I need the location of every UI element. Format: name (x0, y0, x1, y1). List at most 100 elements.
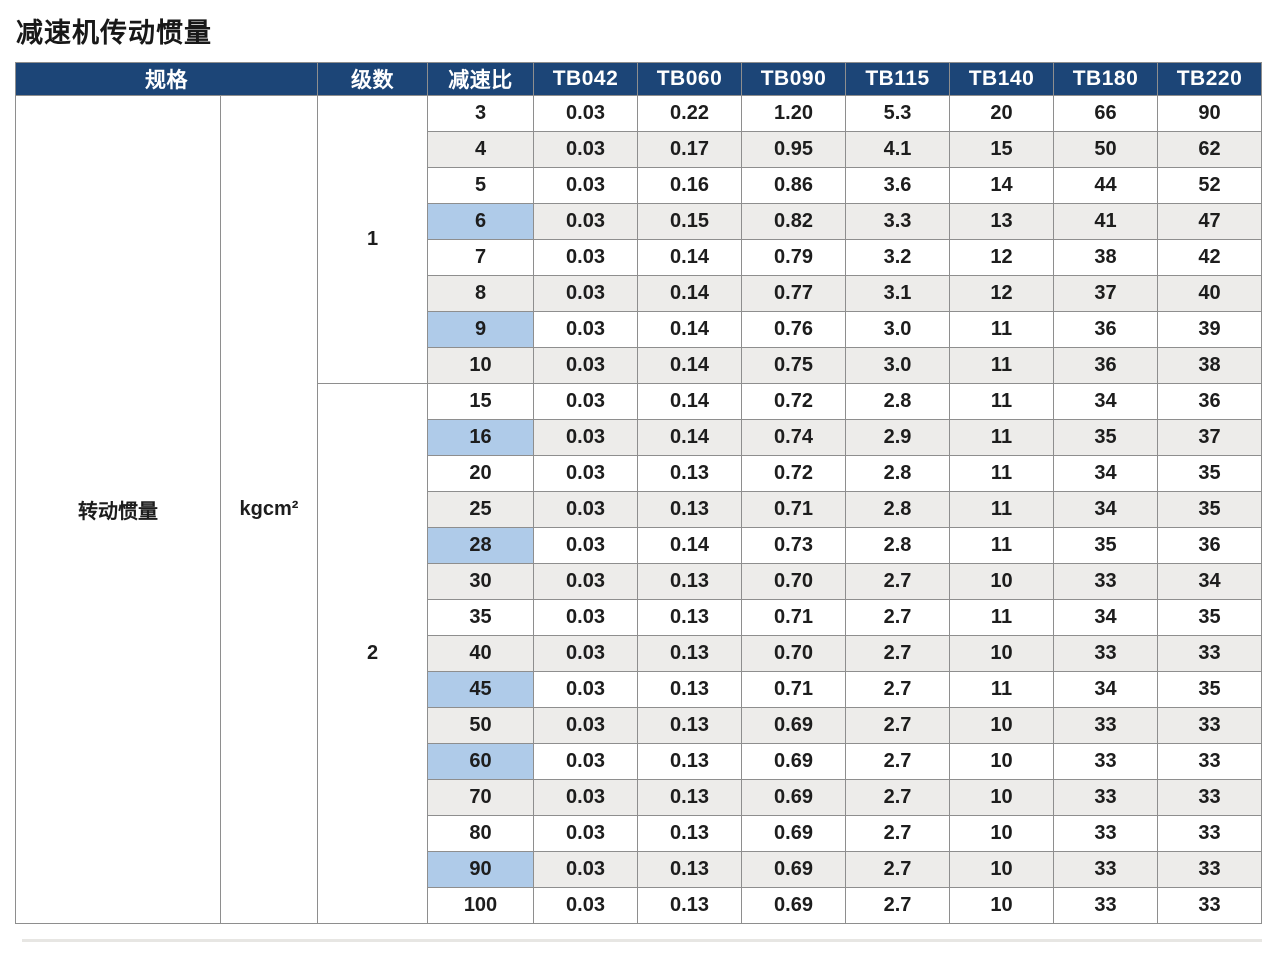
value-cell-tb060: 0.14 (637, 419, 742, 456)
value-cell-tb090: 0.69 (741, 779, 846, 816)
value-cell-tb220: 35 (1157, 599, 1262, 636)
value-cell-tb060: 0.22 (637, 95, 742, 132)
value-cell-tb220: 33 (1157, 851, 1262, 888)
value-cell-tb090: 0.69 (741, 743, 846, 780)
value-cell-tb220: 40 (1157, 275, 1262, 312)
ratio-cell: 10 (427, 347, 534, 384)
value-cell-tb060: 0.13 (637, 635, 742, 672)
value-cell-tb060: 0.13 (637, 491, 742, 528)
value-cell-tb090: 0.69 (741, 851, 846, 888)
value-cell-tb090: 0.70 (741, 635, 846, 672)
value-cell-tb060: 0.15 (637, 203, 742, 240)
value-cell-tb060: 0.13 (637, 671, 742, 708)
value-cell-tb090: 0.70 (741, 563, 846, 600)
value-cell-tb180: 66 (1053, 95, 1158, 132)
value-cell-tb090: 0.69 (741, 815, 846, 852)
ratio-cell: 35 (427, 599, 534, 636)
value-cell-tb090: 1.20 (741, 95, 846, 132)
value-cell-tb042: 0.03 (533, 275, 638, 312)
value-cell-tb140: 10 (949, 851, 1054, 888)
ratio-cell: 60 (427, 743, 534, 780)
value-cell-tb220: 52 (1157, 167, 1262, 204)
value-cell-tb090: 0.79 (741, 239, 846, 276)
value-cell-tb115: 2.8 (845, 527, 950, 564)
value-cell-tb140: 10 (949, 707, 1054, 744)
value-cell-tb115: 3.1 (845, 275, 950, 312)
ratio-cell: 20 (427, 455, 534, 492)
value-cell-tb042: 0.03 (533, 671, 638, 708)
value-cell-tb042: 0.03 (533, 707, 638, 744)
value-cell-tb060: 0.14 (637, 275, 742, 312)
value-cell-tb115: 3.2 (845, 239, 950, 276)
value-cell-tb140: 11 (949, 671, 1054, 708)
table-row: 25 0.03 0.13 0.71 2.8 11 34 35 (16, 491, 1262, 528)
ratio-cell: 9 (427, 311, 534, 348)
value-cell-tb090: 0.77 (741, 275, 846, 312)
value-cell-tb220: 38 (1157, 347, 1262, 384)
value-cell-tb090: 0.72 (741, 455, 846, 492)
value-cell-tb220: 35 (1157, 671, 1262, 708)
header-model-tb060: TB060 (637, 62, 742, 96)
table-row: 6 0.03 0.15 0.82 3.3 13 41 47 (16, 203, 1262, 240)
value-cell-tb115: 3.3 (845, 203, 950, 240)
value-cell-tb090: 0.82 (741, 203, 846, 240)
value-cell-tb180: 33 (1053, 707, 1158, 744)
value-cell-tb180: 34 (1053, 671, 1158, 708)
ratio-cell: 90 (427, 851, 534, 888)
value-cell-tb042: 0.03 (533, 311, 638, 348)
value-cell-tb220: 39 (1157, 311, 1262, 348)
value-cell-tb180: 34 (1053, 599, 1158, 636)
value-cell-tb042: 0.03 (533, 491, 638, 528)
table-row: 80 0.03 0.13 0.69 2.7 10 33 33 (16, 815, 1262, 852)
value-cell-tb115: 2.7 (845, 707, 950, 744)
value-cell-tb090: 0.74 (741, 419, 846, 456)
value-cell-tb180: 37 (1053, 275, 1158, 312)
value-cell-tb140: 12 (949, 239, 1054, 276)
value-cell-tb115: 2.8 (845, 383, 950, 420)
ratio-cell: 28 (427, 527, 534, 564)
value-cell-tb140: 11 (949, 419, 1054, 456)
value-cell-tb090: 0.86 (741, 167, 846, 204)
value-cell-tb060: 0.13 (637, 455, 742, 492)
value-cell-tb115: 2.7 (845, 743, 950, 780)
value-cell-tb115: 2.7 (845, 599, 950, 636)
value-cell-tb115: 2.7 (845, 851, 950, 888)
value-cell-tb180: 33 (1053, 635, 1158, 672)
value-cell-tb180: 33 (1053, 815, 1158, 852)
value-cell-tb180: 33 (1053, 563, 1158, 600)
value-cell-tb220: 36 (1157, 527, 1262, 564)
value-cell-tb180: 33 (1053, 887, 1158, 924)
table-row: 45 0.03 0.13 0.71 2.7 11 34 35 (16, 671, 1262, 708)
value-cell-tb140: 10 (949, 563, 1054, 600)
value-cell-tb090: 0.71 (741, 599, 846, 636)
stage-cell-1: 1 (317, 95, 428, 384)
value-cell-tb060: 0.13 (637, 563, 742, 600)
value-cell-tb115: 2.8 (845, 491, 950, 528)
value-cell-tb060: 0.14 (637, 383, 742, 420)
value-cell-tb220: 90 (1157, 95, 1262, 132)
ratio-cell: 45 (427, 671, 534, 708)
value-cell-tb140: 12 (949, 275, 1054, 312)
value-cell-tb115: 5.3 (845, 95, 950, 132)
value-cell-tb115: 4.1 (845, 131, 950, 168)
header-model-tb090: TB090 (741, 62, 846, 96)
value-cell-tb220: 33 (1157, 779, 1262, 816)
value-cell-tb140: 11 (949, 311, 1054, 348)
value-cell-tb180: 34 (1053, 383, 1158, 420)
table-row: 9 0.03 0.14 0.76 3.0 11 36 39 (16, 311, 1262, 348)
value-cell-tb060: 0.16 (637, 167, 742, 204)
table-row: 转动惯量 kgcm² 1 3 0.03 0.22 1.20 5.3 20 66 90 (15, 95, 1262, 924)
value-cell-tb090: 0.73 (741, 527, 846, 564)
value-cell-tb220: 33 (1157, 707, 1262, 744)
value-cell-tb220: 35 (1157, 455, 1262, 492)
table-row: 4 0.03 0.17 0.95 4.1 15 50 62 (16, 131, 1262, 168)
value-cell-tb042: 0.03 (533, 347, 638, 384)
table-row: 8 0.03 0.14 0.77 3.1 12 37 40 (16, 275, 1262, 312)
value-cell-tb115: 2.7 (845, 887, 950, 924)
value-cell-tb140: 14 (949, 167, 1054, 204)
value-cell-tb060: 0.13 (637, 887, 742, 924)
value-cell-tb060: 0.13 (637, 599, 742, 636)
value-cell-tb060: 0.17 (637, 131, 742, 168)
value-cell-tb042: 0.03 (533, 95, 638, 132)
value-cell-tb140: 10 (949, 743, 1054, 780)
